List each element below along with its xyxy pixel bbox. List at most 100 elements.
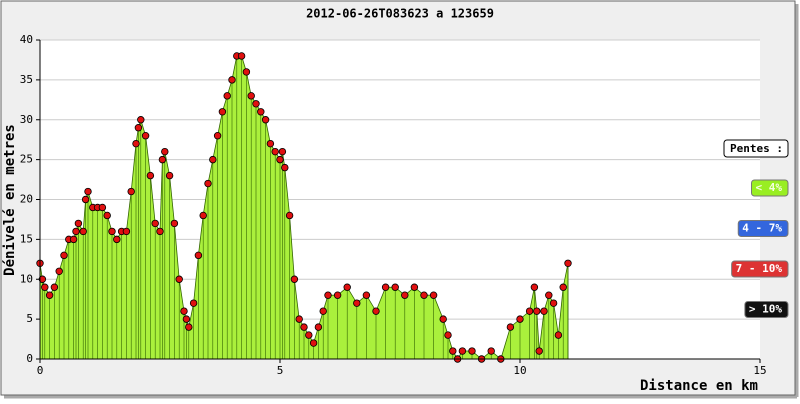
- y-tick-label: 10: [20, 272, 33, 285]
- legend-swatch: [744, 301, 789, 318]
- x-tick-label: 10: [513, 364, 526, 377]
- point: [137, 116, 145, 124]
- point: [266, 139, 275, 148]
- point: [199, 211, 207, 220]
- point: [209, 155, 217, 164]
- point: [449, 347, 457, 355]
- point: [530, 283, 539, 291]
- x-axis-label: Distance en km: [640, 378, 758, 394]
- point: [401, 291, 409, 299]
- point: [170, 219, 179, 228]
- point: [84, 187, 92, 196]
- point: [228, 76, 236, 84]
- point: [180, 307, 188, 315]
- point: [55, 267, 63, 275]
- y-tick-label: 5: [26, 312, 33, 325]
- x-tick-label: 0: [37, 364, 44, 377]
- point: [276, 155, 284, 164]
- point: [185, 323, 193, 331]
- point: [204, 179, 212, 188]
- legend-label: < 4%: [756, 181, 783, 194]
- point: [343, 283, 351, 291]
- y-tick-label: 40: [20, 33, 33, 46]
- point: [141, 131, 150, 140]
- point: [559, 283, 567, 291]
- point: [278, 147, 287, 156]
- point: [81, 195, 90, 204]
- legend-swatch: [731, 260, 789, 278]
- point: [98, 203, 107, 212]
- point: [353, 299, 361, 307]
- point: [516, 315, 524, 323]
- point: [223, 92, 231, 100]
- point: [549, 299, 558, 307]
- point: [300, 323, 308, 331]
- point: [38, 275, 47, 283]
- point: [439, 315, 447, 323]
- legend-swatch: [737, 220, 789, 237]
- point: [175, 275, 183, 283]
- point: [146, 171, 155, 180]
- point: [391, 283, 399, 291]
- legend-title: Pentes :: [730, 142, 783, 155]
- chart-title: 2012-06-26T083623 a 123659: [306, 7, 494, 21]
- point: [295, 315, 303, 323]
- point: [108, 227, 116, 236]
- point: [458, 347, 467, 355]
- point: [242, 68, 251, 76]
- point: [69, 235, 78, 244]
- point: [420, 291, 428, 299]
- point: [372, 307, 380, 315]
- point: [554, 331, 563, 339]
- point: [305, 331, 313, 339]
- point: [218, 108, 227, 116]
- point: [410, 283, 419, 291]
- point: [213, 131, 222, 140]
- point: [194, 251, 203, 260]
- point: [79, 227, 87, 236]
- y-tick-label: 25: [20, 153, 33, 166]
- point: [158, 155, 167, 164]
- legend-label: 4 - 7%: [742, 222, 782, 235]
- point: [41, 283, 49, 291]
- point: [247, 92, 255, 100]
- point: [122, 227, 131, 236]
- point: [151, 219, 159, 228]
- point: [506, 323, 515, 331]
- point: [533, 307, 541, 315]
- y-tick-label: 20: [20, 193, 33, 206]
- legend-label: > 10%: [749, 303, 782, 316]
- point: [381, 283, 390, 291]
- point: [271, 147, 279, 156]
- y-tick-label: 30: [20, 113, 33, 126]
- y-tick-label: 35: [20, 73, 33, 86]
- point: [132, 139, 140, 148]
- point: [161, 147, 169, 156]
- y-axis-label: Dénivelé en metres: [2, 124, 18, 276]
- point: [165, 171, 174, 180]
- point: [564, 259, 572, 267]
- point: [468, 347, 476, 355]
- point: [362, 291, 371, 299]
- point: [261, 116, 270, 124]
- point: [314, 323, 323, 331]
- x-tick-label: 5: [277, 364, 284, 377]
- point: [540, 307, 548, 315]
- point: [103, 211, 111, 220]
- point: [281, 163, 289, 172]
- legend-label: 7 - 10%: [736, 262, 783, 275]
- legend-title-box: [723, 139, 789, 158]
- point: [189, 299, 198, 307]
- point: [429, 291, 438, 299]
- point: [285, 211, 294, 220]
- point: [487, 347, 495, 355]
- point: [134, 124, 143, 132]
- point: [324, 291, 332, 299]
- point: [50, 283, 59, 291]
- point: [290, 275, 299, 283]
- point: [156, 227, 164, 236]
- point: [127, 187, 135, 196]
- point: [319, 307, 327, 315]
